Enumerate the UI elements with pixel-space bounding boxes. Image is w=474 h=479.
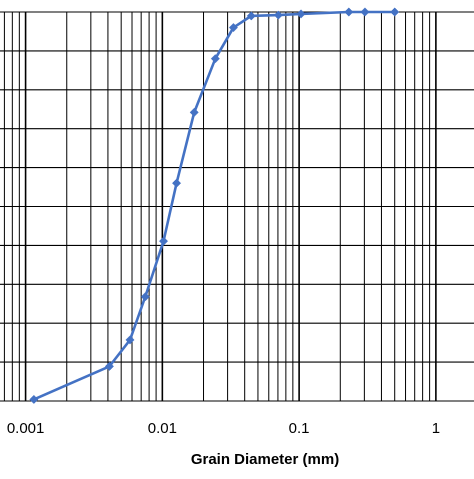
data-point-marker	[390, 7, 400, 17]
x-tick-label: 1	[432, 420, 440, 437]
data-point-marker	[360, 7, 370, 17]
tick-label-layer: 0.001 0.01 0.1 1	[7, 420, 440, 437]
data-point-marker	[29, 394, 39, 404]
data-point-marker	[171, 178, 182, 188]
data-point-marker	[296, 9, 306, 19]
series-layer	[29, 7, 400, 404]
data-point-marker	[246, 11, 256, 21]
data-point-marker	[228, 23, 238, 33]
data-point-marker	[158, 236, 169, 246]
data-point-marker	[104, 361, 114, 371]
data-point-marker	[210, 54, 220, 64]
data-point-marker	[140, 292, 150, 302]
data-point-marker	[273, 10, 283, 20]
x-tick-label: 0.1	[289, 420, 310, 437]
data-point-marker	[344, 7, 354, 17]
x-tick-label: 0.01	[148, 420, 177, 437]
x-tick-label: 0.001	[7, 420, 45, 437]
data-point-marker	[189, 107, 199, 117]
grid-layer	[0, 11, 474, 402]
x-axis-title: Grain Diameter (mm)	[191, 451, 339, 468]
data-point-marker	[125, 335, 135, 345]
